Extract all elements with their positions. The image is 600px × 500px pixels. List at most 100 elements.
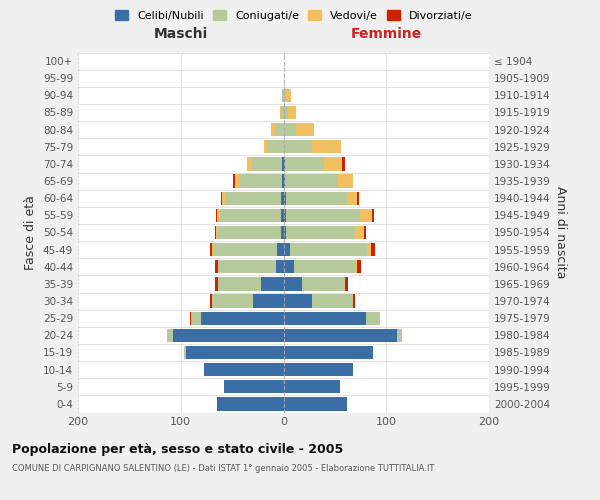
Bar bbox=[239, 174, 283, 188]
Bar bbox=[283, 174, 284, 188]
Bar bbox=[267, 140, 284, 153]
Bar bbox=[225, 192, 281, 205]
Bar bbox=[359, 208, 372, 222]
Bar bbox=[290, 243, 367, 256]
Bar bbox=[312, 140, 341, 153]
Bar bbox=[284, 174, 338, 188]
Bar bbox=[296, 123, 314, 136]
Bar bbox=[358, 192, 359, 205]
Bar bbox=[347, 192, 358, 205]
Bar bbox=[235, 174, 239, 188]
Bar bbox=[217, 397, 284, 410]
Bar bbox=[284, 208, 286, 222]
Bar bbox=[284, 192, 286, 205]
Bar bbox=[277, 260, 284, 274]
Bar bbox=[215, 260, 218, 274]
Bar bbox=[284, 363, 353, 376]
Bar bbox=[261, 277, 284, 290]
Y-axis label: Fasce di età: Fasce di età bbox=[25, 195, 37, 270]
Bar bbox=[284, 294, 312, 308]
Bar bbox=[218, 226, 281, 239]
Bar bbox=[220, 208, 281, 222]
Bar bbox=[218, 260, 277, 274]
Bar bbox=[167, 328, 173, 342]
Bar bbox=[215, 226, 218, 239]
Bar bbox=[281, 226, 284, 239]
Bar bbox=[366, 312, 380, 325]
Bar bbox=[355, 260, 358, 274]
Bar bbox=[372, 208, 374, 222]
Bar bbox=[302, 277, 345, 290]
Text: Popolazione per età, sesso e stato civile - 2005: Popolazione per età, sesso e stato civil… bbox=[12, 442, 343, 456]
Bar bbox=[284, 380, 340, 394]
Bar bbox=[294, 260, 355, 274]
Bar bbox=[284, 88, 286, 102]
Bar bbox=[253, 294, 284, 308]
Bar bbox=[224, 380, 284, 394]
Bar bbox=[284, 277, 302, 290]
Bar bbox=[212, 243, 214, 256]
Bar bbox=[286, 226, 355, 239]
Bar bbox=[286, 208, 359, 222]
Bar bbox=[283, 157, 284, 170]
Bar bbox=[217, 208, 220, 222]
Bar bbox=[247, 157, 251, 170]
Bar bbox=[345, 277, 348, 290]
Bar bbox=[284, 346, 373, 359]
Bar bbox=[277, 243, 284, 256]
Bar bbox=[284, 123, 296, 136]
Bar bbox=[284, 157, 323, 170]
Bar bbox=[364, 226, 366, 239]
Bar bbox=[281, 208, 284, 222]
Bar bbox=[397, 328, 401, 342]
Bar bbox=[284, 243, 290, 256]
Bar bbox=[367, 243, 371, 256]
Bar bbox=[338, 174, 353, 188]
Legend: Celibi/Nubili, Coniugati/e, Vedovi/e, Divorziati/e: Celibi/Nubili, Coniugati/e, Vedovi/e, Di… bbox=[111, 6, 477, 25]
Bar bbox=[284, 226, 286, 239]
Bar bbox=[355, 226, 364, 239]
Bar bbox=[212, 294, 253, 308]
Bar bbox=[222, 192, 225, 205]
Y-axis label: Anni di nascita: Anni di nascita bbox=[554, 186, 567, 279]
Text: Maschi: Maschi bbox=[154, 26, 208, 40]
Bar bbox=[209, 294, 212, 308]
Bar bbox=[184, 346, 186, 359]
Bar bbox=[214, 243, 277, 256]
Bar bbox=[190, 312, 191, 325]
Bar bbox=[173, 328, 284, 342]
Bar bbox=[191, 312, 202, 325]
Bar bbox=[281, 106, 284, 119]
Bar bbox=[284, 397, 347, 410]
Bar bbox=[271, 123, 275, 136]
Bar bbox=[284, 328, 397, 342]
Bar bbox=[287, 106, 296, 119]
Bar bbox=[284, 140, 312, 153]
Bar bbox=[275, 123, 284, 136]
Bar bbox=[342, 157, 345, 170]
Bar bbox=[284, 106, 287, 119]
Bar bbox=[353, 294, 355, 308]
Bar bbox=[323, 157, 342, 170]
Bar bbox=[284, 260, 294, 274]
Bar bbox=[358, 260, 361, 274]
Bar bbox=[312, 294, 353, 308]
Bar bbox=[233, 174, 235, 188]
Bar bbox=[218, 277, 261, 290]
Bar bbox=[205, 363, 284, 376]
Bar bbox=[186, 346, 284, 359]
Text: Femmine: Femmine bbox=[350, 26, 422, 40]
Bar bbox=[281, 192, 284, 205]
Bar bbox=[215, 277, 218, 290]
Text: COMUNE DI CARPIGNANO SALENTINO (LE) - Dati ISTAT 1° gennaio 2005 - Elaborazione : COMUNE DI CARPIGNANO SALENTINO (LE) - Da… bbox=[12, 464, 434, 473]
Bar bbox=[284, 312, 366, 325]
Bar bbox=[209, 243, 212, 256]
Bar bbox=[286, 88, 290, 102]
Bar bbox=[371, 243, 375, 256]
Bar bbox=[202, 312, 284, 325]
Bar bbox=[251, 157, 283, 170]
Bar bbox=[283, 88, 284, 102]
Bar bbox=[280, 106, 281, 119]
Bar bbox=[286, 192, 347, 205]
Bar bbox=[221, 192, 222, 205]
